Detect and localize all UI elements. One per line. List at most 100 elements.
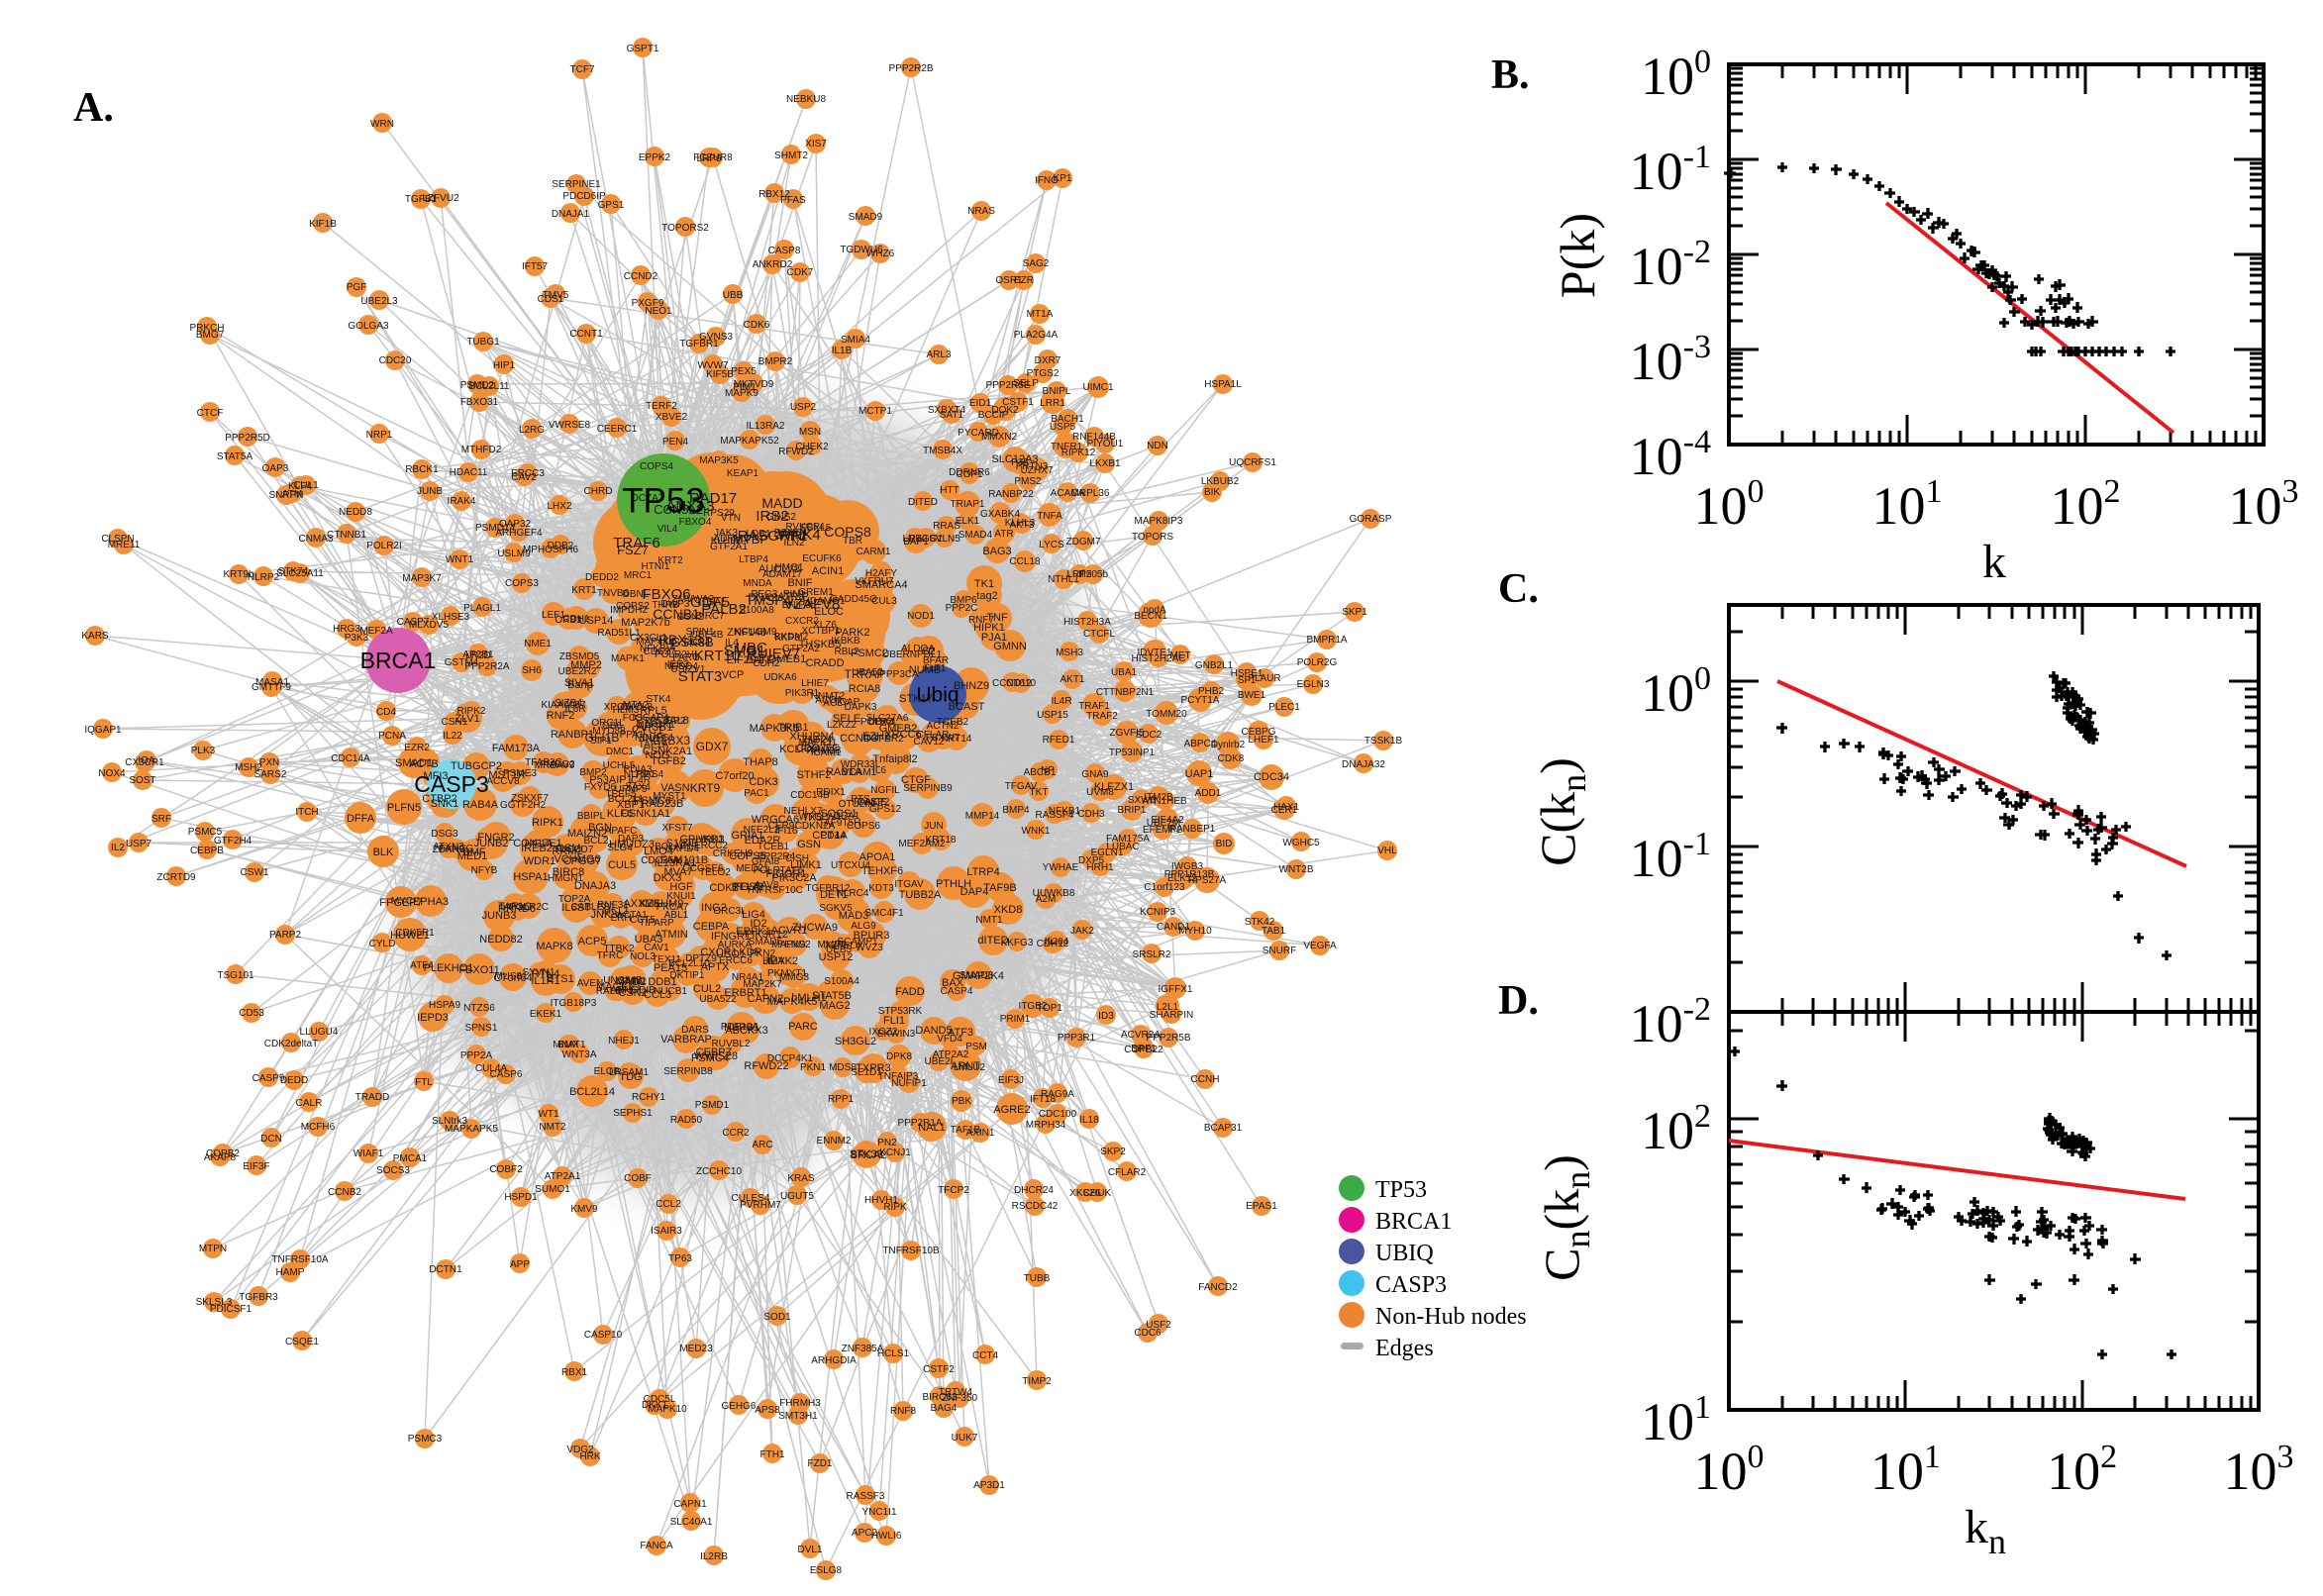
svg-text:SNK1: SNK1	[431, 798, 459, 810]
svg-text:APAFC: APAFC	[605, 826, 638, 837]
svg-text:KCUGM9: KCUGM9	[735, 627, 777, 638]
svg-text:ACVR1: ACVR1	[771, 925, 808, 937]
svg-text:TUBB: TUBB	[1024, 1273, 1051, 1284]
svg-text:RAB4A: RAB4A	[462, 799, 499, 811]
svg-text:HRG3: HRG3	[333, 624, 360, 635]
svg-text:CISH: CISH	[785, 853, 809, 864]
svg-text:VIL4: VIL4	[657, 524, 678, 535]
svg-text:GEHG6: GEHG6	[721, 1401, 756, 1412]
svg-text:MASA1: MASA1	[255, 677, 289, 688]
svg-text:NUCB1: NUCB1	[654, 986, 687, 997]
svg-text:RFED1: RFED1	[1043, 735, 1075, 746]
svg-text:Edges: Edges	[1375, 1336, 1434, 1361]
svg-text:CDC5L: CDC5L	[644, 1394, 676, 1405]
svg-text:UBB: UBB	[723, 290, 744, 301]
svg-text:SPNS1: SPNS1	[465, 1023, 498, 1034]
svg-text:NRP1: NRP1	[366, 430, 393, 441]
svg-text:MSN: MSN	[799, 427, 821, 438]
svg-text:UDKA6: UDKA6	[763, 672, 797, 683]
svg-text:SRF: SRF	[152, 814, 171, 825]
svg-text:STK74: STK74	[278, 566, 309, 577]
svg-text:TMSB4X: TMSB4X	[923, 446, 962, 456]
svg-text:TP53INP1: TP53INP1	[1109, 748, 1156, 758]
svg-text:CASP4: CASP4	[941, 986, 973, 997]
svg-text:PKN2: PKN2	[750, 948, 776, 959]
svg-text:MCTP1: MCTP1	[858, 406, 892, 417]
svg-text:HSPA1: HSPA1	[513, 871, 548, 883]
svg-text:HSPA9: HSPA9	[429, 1000, 460, 1011]
svg-text:KRT9b: KRT9b	[224, 569, 254, 580]
svg-text:HWLI6: HWLI6	[871, 1531, 902, 1542]
svg-text:RASSF3: RASSF3	[847, 1491, 885, 1502]
svg-text:FZD1: FZD1	[808, 1458, 833, 1469]
svg-text:TOP1: TOP1	[1037, 1003, 1062, 1014]
svg-text:CCNH: CCNH	[1191, 1074, 1220, 1085]
svg-text:BAG3: BAG3	[982, 546, 1011, 557]
svg-text:JAK2: JAK2	[1070, 926, 1094, 937]
svg-text:DFFA: DFFA	[347, 813, 375, 825]
svg-text:CASP3: CASP3	[1375, 1272, 1447, 1298]
svg-text:DEDD2: DEDD2	[585, 572, 619, 583]
svg-text:NEBKU8: NEBKU8	[786, 94, 826, 105]
svg-text:CDK2deltaT: CDK2deltaT	[264, 1039, 318, 1049]
svg-text:UUWKB8: UUWKB8	[1033, 888, 1075, 899]
svg-text:IL6R: IL6R	[564, 704, 585, 715]
svg-text:CSTF1: CSTF1	[1002, 397, 1034, 408]
svg-text:TBR: TBR	[843, 536, 862, 547]
svg-text:GGTF2H2: GGTF2H2	[500, 800, 547, 811]
svg-text:CDK3: CDK3	[749, 776, 777, 788]
svg-text:KLHL3: KLHL3	[1005, 518, 1036, 529]
svg-text:VEGFA: VEGFA	[1303, 941, 1337, 951]
svg-text:UIMC1: UIMC1	[1082, 382, 1114, 393]
svg-text:KIF1B: KIF1B	[309, 219, 337, 230]
svg-text:NME1: NME1	[524, 639, 552, 649]
svg-text:UBERNPUL1: UBERNPUL1	[882, 649, 942, 660]
svg-text:KMV9: KMV9	[570, 1204, 598, 1215]
svg-text:PPP2R5B: PPP2R5B	[1146, 1033, 1190, 1044]
svg-text:L2RG: L2RG	[519, 425, 545, 436]
svg-text:HTNI1: HTNI1	[642, 561, 670, 572]
svg-text:CCND2: CCND2	[624, 271, 658, 282]
svg-text:ADRM1: ADRM1	[713, 534, 748, 545]
svg-text:RSCDC42: RSCDC42	[1012, 1201, 1059, 1212]
svg-text:PAC1: PAC1	[744, 788, 769, 799]
svg-text:GORASP: GORASP	[1350, 514, 1392, 525]
svg-text:ACP5: ACP5	[578, 936, 607, 948]
svg-text:ZDGM7: ZDGM7	[1066, 537, 1101, 548]
svg-text:TP53: TP53	[622, 481, 705, 520]
svg-text:AKT1: AKT1	[1060, 674, 1084, 685]
svg-text:SDC2: SDC2	[1136, 730, 1162, 741]
svg-text:SELP: SELP	[1013, 378, 1039, 389]
svg-text:TP53: TP53	[1375, 1177, 1427, 1203]
svg-text:Non-Hub nodes: Non-Hub nodes	[1375, 1304, 1527, 1330]
svg-text:PLEC1: PLEC1	[1268, 702, 1300, 713]
svg-text:PLK3: PLK3	[191, 746, 216, 756]
svg-text:EPPK2: EPPK2	[639, 152, 671, 163]
svg-text:KLF4: KLF4	[288, 481, 312, 492]
svg-text:TTBK2: TTBK2	[603, 944, 635, 954]
svg-text:IL2RB: IL2RB	[700, 1551, 728, 1562]
svg-text:SHARPIN: SHARPIN	[1150, 1010, 1193, 1021]
svg-text:IL4R: IL4R	[1051, 696, 1071, 707]
svg-text:CSQE1: CSQE1	[285, 1337, 319, 1347]
svg-text:ITGB18P3: ITGB18P3	[551, 998, 597, 1009]
svg-text:PPP2C: PPP2C	[946, 603, 978, 614]
svg-text:POLR2C: POLR2C	[509, 902, 549, 913]
svg-text:NHEJ1: NHEJ1	[608, 1036, 640, 1047]
svg-text:PTGG1: PTGG1	[909, 534, 943, 545]
svg-text:SAG2: SAG2	[1023, 258, 1050, 269]
svg-text:VHL: VHL	[1377, 846, 1397, 856]
svg-text:DNAJA32: DNAJA32	[1342, 759, 1385, 770]
svg-text:ISAIR3: ISAIR3	[651, 1226, 682, 1237]
svg-text:SMC4F1: SMC4F1	[864, 908, 904, 919]
svg-text:ABCB1: ABCB1	[1024, 767, 1057, 778]
svg-text:BRF1: BRF1	[1131, 1044, 1157, 1054]
svg-text:ITGAV: ITGAV	[894, 879, 924, 890]
svg-text:RBX12: RBX12	[758, 189, 790, 200]
svg-text:RALBP1: RALBP1	[596, 986, 635, 997]
svg-text:USP2: USP2	[790, 402, 817, 413]
svg-text:UGUT5: UGUT5	[780, 1191, 814, 1202]
svg-text:CDK6: CDK6	[744, 320, 770, 331]
svg-text:UAP1: UAP1	[1185, 768, 1214, 780]
svg-text:DDA1: DDA1	[834, 811, 860, 822]
